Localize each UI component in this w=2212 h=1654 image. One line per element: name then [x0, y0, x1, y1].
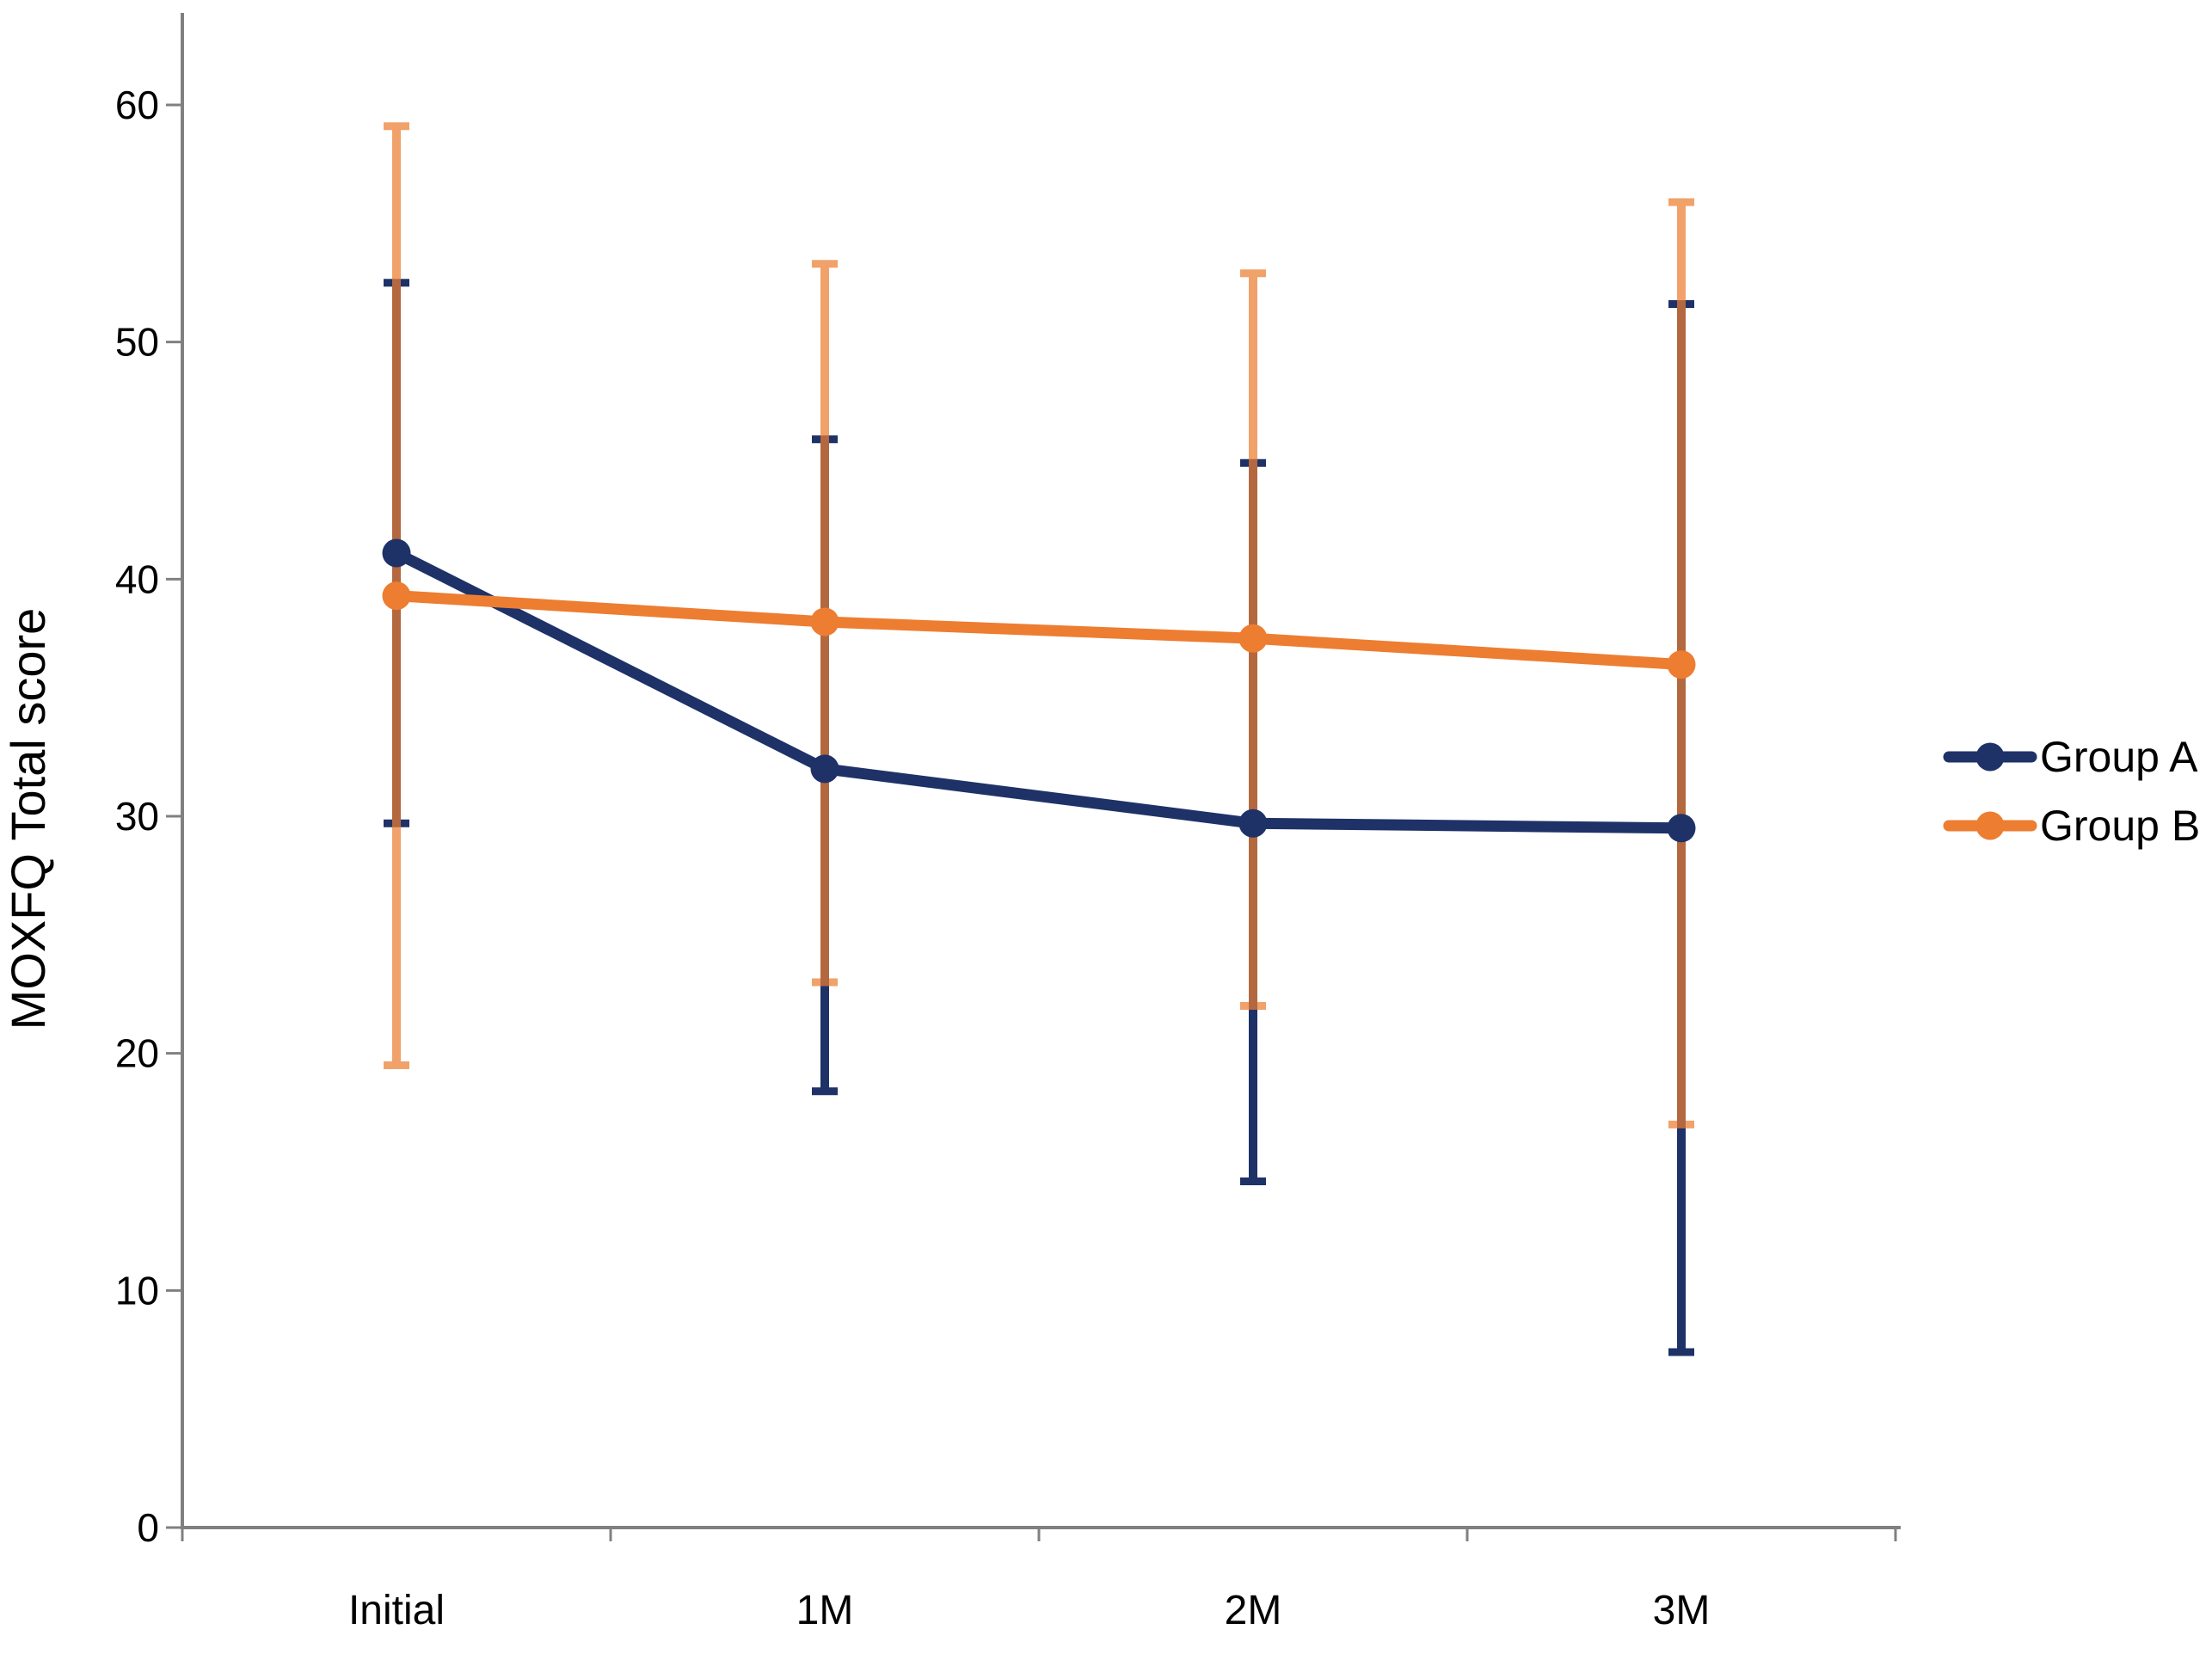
y-tick-label: 10	[115, 1268, 159, 1313]
legend: Group A Group B	[1943, 733, 2200, 850]
x-category-label: 3M	[1653, 1588, 1711, 1633]
legend-marker-dot	[1975, 811, 2005, 840]
data-point-group-a-1	[810, 754, 839, 784]
y-tick-label: 40	[115, 556, 159, 601]
legend-label: Group B	[2040, 802, 2200, 850]
axes: 0 10 20 30 40 50 60 Initial 1M 2M 3M MOXFQ Total sc…	[1, 13, 1901, 1633]
y-tick-label: 0	[137, 1505, 159, 1550]
y-tick-label: 60	[115, 83, 159, 127]
data-point-group-a-3	[1667, 814, 1696, 843]
y-tick-label: 20	[115, 1031, 159, 1076]
x-category-label: Initial	[348, 1588, 445, 1633]
x-category-label: 2M	[1225, 1588, 1282, 1633]
series-line-group-a	[390, 547, 1687, 834]
data-point-group-a-2	[1238, 809, 1268, 838]
series-line-group-b	[390, 590, 1687, 671]
error-bars-group-a	[384, 279, 1694, 1356]
y-axis-title: MOXFQ Total score	[1, 608, 55, 1030]
legend-marker-dot	[1975, 742, 2005, 772]
data-point-group-b-3	[1667, 650, 1696, 679]
data-point-group-b-1	[810, 607, 839, 636]
legend-label: Group A	[2040, 733, 2198, 781]
data-point-group-b-0	[382, 581, 411, 611]
data-point-group-a-0	[382, 538, 411, 568]
x-category-label: 1M	[796, 1588, 854, 1633]
legend-item-group-a: Group A	[1943, 733, 2198, 781]
y-tick-label: 50	[115, 320, 159, 365]
y-tick-label: 30	[115, 794, 159, 839]
data-point-group-b-2	[1238, 624, 1268, 653]
legend-item-group-b: Group B	[1943, 802, 2200, 850]
